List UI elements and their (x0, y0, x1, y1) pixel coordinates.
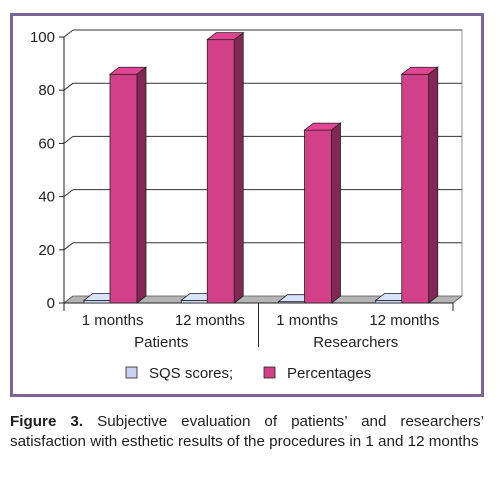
gridline-depth (63, 136, 74, 144)
figure-caption: Figure 3. Subjective evaluation of patie… (10, 412, 484, 452)
bar-percentages-front (401, 73, 430, 304)
legend-swatch (263, 366, 276, 379)
gridline-depth (63, 29, 74, 38)
y-tick-label: 40 (38, 189, 55, 206)
x-group-label: Researchers (313, 334, 398, 351)
bar-percentages (108, 66, 148, 304)
bar-percentages (303, 122, 342, 304)
legend-label: SQS scores; (149, 365, 233, 382)
y-tick-label: 0 (47, 295, 55, 312)
x-group-label: Patients (134, 334, 188, 351)
bar-percentages (400, 66, 439, 304)
bar-percentages-front (206, 39, 235, 304)
bar-percentages-side (136, 66, 147, 304)
x-category-label: 12 months (175, 312, 245, 329)
bar-percentages-side (233, 31, 244, 304)
bar-chart: 0 20 40 60 80 100 1 months 12 months 1 months 12… (30, 29, 464, 382)
x-category-label: 1 months (276, 312, 338, 329)
bar-percentages-front (304, 129, 332, 304)
bars (82, 31, 439, 304)
gridline-depth (63, 189, 74, 197)
y-tick-label: 100 (30, 29, 55, 46)
caption-text: Subjective evaluation of patients’ and r… (10, 413, 484, 450)
x-category-label: 12 months (369, 312, 439, 329)
bar-percentages-side (428, 66, 439, 304)
legend-label: Percentages (287, 365, 371, 382)
x-category-label: 1 months (82, 312, 144, 329)
legend: SQS scores; Percentages (125, 365, 371, 382)
y-tick-label: 60 (38, 135, 55, 152)
bar-percentages (206, 31, 245, 304)
y-tick-label: 20 (38, 242, 55, 259)
bar-percentages-side (331, 122, 341, 304)
y-tick-label: 80 (38, 82, 55, 99)
y-axis-ticks: 0 20 40 60 80 100 (30, 29, 64, 312)
x-axis-categories: 1 months 12 months 1 months 12 months Patien… (63, 303, 454, 351)
gridline-depth (63, 82, 74, 91)
legend-swatch (125, 366, 138, 379)
gridline-depth (63, 242, 74, 251)
bar-percentages-front (109, 73, 138, 304)
caption-label: Figure 3. (10, 413, 84, 430)
